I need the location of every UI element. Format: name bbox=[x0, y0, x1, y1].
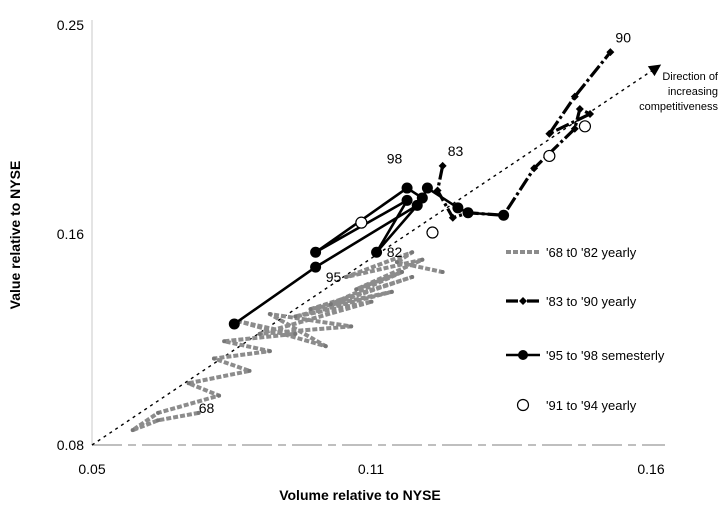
y-axis-title: Value relative to NYSE bbox=[7, 161, 23, 310]
annotation-line-2: increasing bbox=[668, 86, 718, 98]
point-label-82: 82 bbox=[387, 244, 403, 260]
y-tick-label-bottom: 0.08 bbox=[57, 437, 84, 453]
point-label-90: 90 bbox=[615, 29, 631, 45]
series-68-82-point bbox=[293, 331, 298, 336]
series-68-82-point bbox=[211, 356, 216, 361]
series-68-82-point bbox=[420, 257, 425, 262]
series-68-82-point bbox=[267, 349, 272, 354]
series-95-98-point bbox=[452, 202, 464, 214]
series-68-82-point bbox=[399, 270, 404, 275]
legend-item-68-82: '68 t0 '82 yearly bbox=[506, 245, 637, 260]
series-91-94-point bbox=[543, 149, 556, 163]
series-95-98-point bbox=[401, 194, 413, 206]
series-95-98-point bbox=[462, 207, 474, 219]
legend-item-95-98: '95 to '98 semesterly bbox=[506, 348, 665, 363]
series-83-90-point bbox=[545, 129, 554, 138]
series-83-90-point bbox=[438, 161, 447, 170]
series-68-82-point bbox=[130, 428, 135, 433]
trend-arrow bbox=[91, 63, 662, 446]
series-83-90-point bbox=[530, 164, 539, 173]
point-label-98: 98 bbox=[387, 150, 403, 166]
y-tick-label-mid: 0.16 bbox=[57, 226, 84, 242]
legend-label: '83 to '90 yearly bbox=[546, 294, 637, 309]
series-68-82-point bbox=[344, 275, 349, 279]
series-68-82-point bbox=[410, 250, 415, 255]
series-95-98-point bbox=[371, 246, 383, 258]
series-68-82-point bbox=[196, 410, 201, 415]
x-axis-title: Volume relative to NYSE bbox=[279, 487, 441, 503]
trend-line bbox=[91, 63, 662, 446]
x-tick-label-mid: 0.11 bbox=[358, 461, 384, 477]
legend-item-91-94: '91 to '94 yearly bbox=[516, 398, 637, 413]
annotation-line-3: competitiveness bbox=[639, 101, 718, 113]
series-91-94-point bbox=[426, 226, 439, 239]
series-95-98-point bbox=[401, 182, 413, 194]
legend-label: '68 t0 '82 yearly bbox=[546, 245, 637, 260]
legend-marker bbox=[516, 398, 530, 412]
x-tick-label-right: 0.16 bbox=[637, 461, 664, 477]
x-tick-label-left: 0.05 bbox=[78, 461, 105, 477]
series-83-90-point bbox=[606, 48, 615, 57]
series-95-98-point bbox=[310, 261, 322, 273]
series-91-94 bbox=[355, 120, 592, 239]
series-91-94-point bbox=[578, 120, 592, 133]
series-68-82-point bbox=[349, 324, 354, 329]
series-68-82-point bbox=[410, 275, 415, 279]
series-68-82-line bbox=[130, 250, 444, 433]
series-68-82-point bbox=[394, 260, 399, 265]
series-68-82 bbox=[130, 250, 445, 433]
series-68-82-point bbox=[222, 339, 227, 344]
point-labels: 68 82 83 90 95 98 bbox=[199, 29, 631, 416]
series-68-82-point bbox=[293, 314, 298, 319]
series-68-82-point bbox=[217, 393, 222, 398]
series-95-98-point bbox=[310, 246, 322, 258]
axes bbox=[91, 20, 665, 446]
series-68-82-point bbox=[247, 368, 252, 373]
legend-label: '95 to '98 semesterly bbox=[546, 348, 665, 363]
series-68-82-point bbox=[369, 299, 374, 304]
point-label-95: 95 bbox=[326, 269, 342, 285]
legend-marker bbox=[519, 297, 527, 305]
annotation-line-1: Direction of bbox=[662, 71, 719, 83]
y-tick-label-top: 0.25 bbox=[57, 17, 84, 33]
series-83-90-line bbox=[435, 51, 612, 220]
series-95-98 bbox=[228, 182, 510, 330]
series-95-98-point bbox=[228, 318, 240, 330]
series-83-90-point bbox=[570, 92, 579, 101]
series-83-90 bbox=[433, 48, 615, 222]
series-83-90-point bbox=[586, 109, 595, 118]
trend-arrowhead bbox=[647, 64, 662, 77]
series-95-98-point bbox=[498, 209, 510, 221]
series-83-90-point bbox=[575, 105, 584, 113]
series-68-82-point bbox=[156, 410, 161, 415]
series-68-82-point bbox=[308, 307, 313, 312]
series-91-94-point bbox=[355, 216, 368, 229]
series-83-90-point bbox=[570, 124, 579, 133]
legend: '68 t0 '82 yearly '83 to '90 yearly '95 to… bbox=[506, 245, 665, 413]
series-83-90-point bbox=[448, 213, 457, 222]
series-68-82-point bbox=[354, 287, 359, 292]
legend-item-83-90: '83 to '90 yearly bbox=[506, 294, 637, 309]
legend-label: '91 to '94 yearly bbox=[546, 398, 637, 413]
series-68-82-point bbox=[156, 418, 161, 423]
series-68-82-point bbox=[328, 302, 333, 307]
legend-marker bbox=[518, 350, 528, 360]
point-label-83: 83 bbox=[448, 143, 464, 159]
point-label-68: 68 bbox=[199, 400, 215, 416]
series-68-82-point bbox=[257, 331, 262, 336]
series-95-98-point bbox=[416, 192, 428, 204]
series-68-82-point bbox=[389, 289, 394, 294]
series-layer bbox=[130, 48, 615, 433]
series-95-98-point bbox=[421, 182, 433, 194]
series-68-82-point bbox=[186, 381, 191, 386]
series-68-82-point bbox=[267, 312, 272, 317]
series-68-82-point bbox=[323, 344, 328, 349]
series-68-82-point bbox=[440, 270, 445, 275]
